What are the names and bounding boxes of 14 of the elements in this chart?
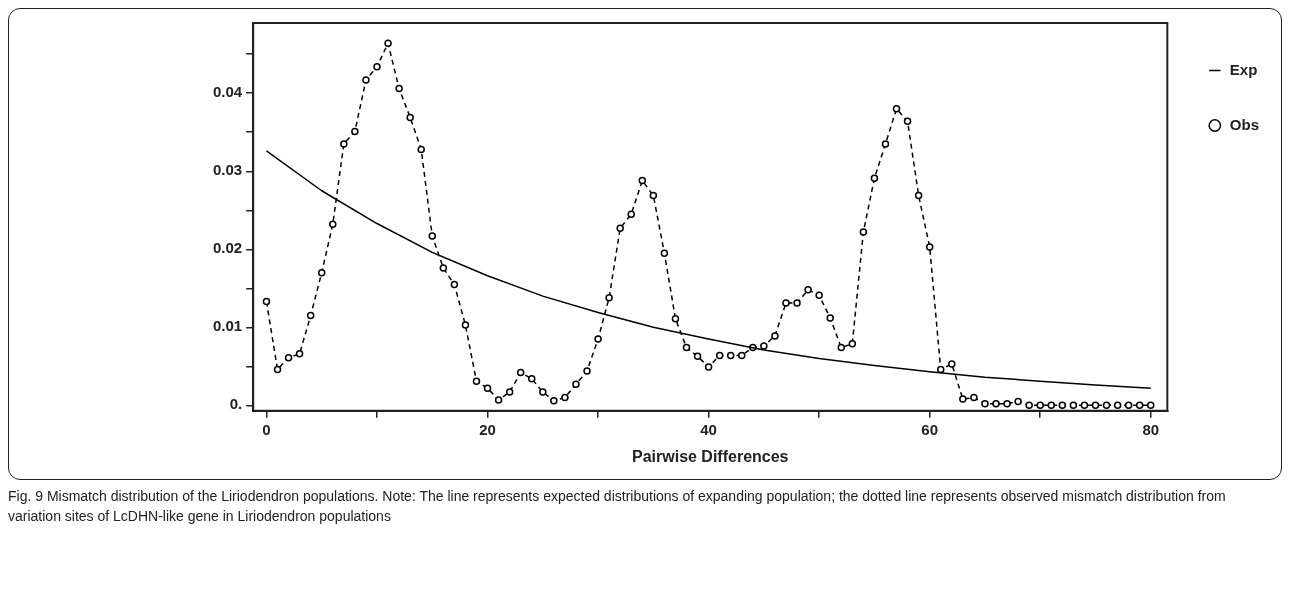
x-tick-label: 80 xyxy=(1142,420,1160,438)
legend-label: Exp xyxy=(1229,60,1258,78)
x-axis-title: Pairwise Differences xyxy=(632,447,789,465)
y-tick-label: 0.01 xyxy=(212,317,243,335)
y-tick-label: 0.02 xyxy=(212,239,243,257)
x-tick-label: 60 xyxy=(921,420,939,438)
x-tick-label: 40 xyxy=(700,420,717,438)
x-tick-label: 20 xyxy=(479,420,496,438)
y-tick-label: 0.03 xyxy=(212,161,243,179)
y-tick-label: 0.04 xyxy=(212,83,243,101)
y-tick-label: 0. xyxy=(229,395,243,413)
legend-label: Obs xyxy=(1229,115,1260,133)
x-tick-label: 0 xyxy=(262,420,271,438)
caption: Fig. 9 Mismatch distribution of the Liriodendron populations. Note: The line represents expected distributions of expanding population; the dotted line represents observed mismatch distribution from variation sites of LcDHN-like gene in Liriodendron populations xyxy=(8,487,1227,526)
